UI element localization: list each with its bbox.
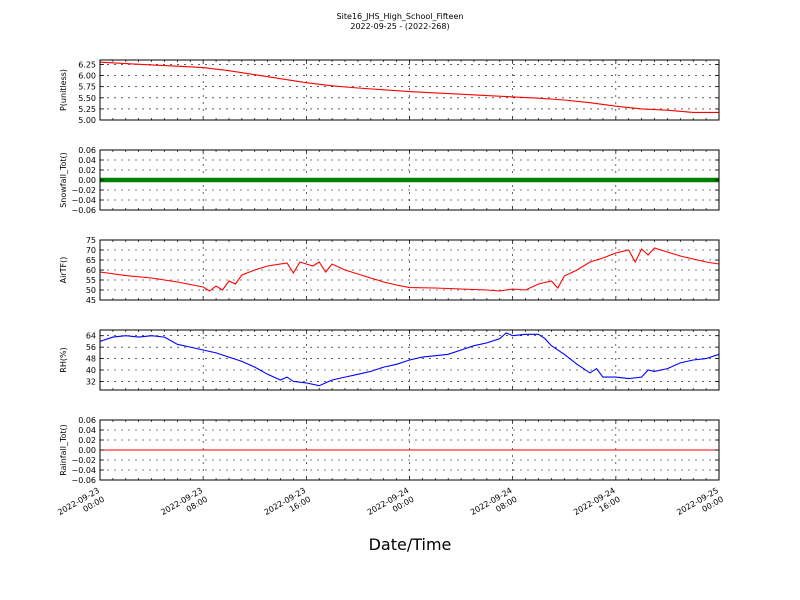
panel-3: 64 56 48 40 32 RH(%): [59, 329, 720, 391]
y-tick-label: 0.06: [78, 146, 96, 155]
x-tick-label: 2022-09-2408:00: [469, 486, 519, 526]
y-tick-label: −0.02: [71, 186, 96, 195]
y-tick-label: 5.50: [78, 94, 96, 103]
y-axis-label: Snowfall_Tot(): [59, 152, 68, 208]
y-tick-label: −0.06: [71, 476, 96, 485]
y-tick-label: 45: [86, 296, 96, 305]
y-tick-label: 5.00: [78, 116, 96, 125]
y-axis-label: P(unitless): [59, 69, 68, 111]
y-tick-label: 5.75: [78, 83, 96, 92]
y-tick-label: 64: [86, 332, 96, 341]
series-line-0: [99, 61, 719, 113]
y-tick-label: 75: [86, 236, 96, 245]
y-tick-label: −0.04: [71, 466, 96, 475]
y-tick-label: −0.02: [71, 456, 96, 465]
y-axis-label: RH(%): [59, 347, 68, 372]
y-tick-label: 56: [86, 343, 96, 352]
chart-title: Site16_JHS_High_School_Fifteen: [337, 12, 464, 21]
x-tick-label: 2022-09-2416:00: [572, 486, 622, 526]
y-tick-label: −0.06: [71, 206, 96, 215]
y-tick-label: 48: [86, 355, 96, 364]
y-tick-label: −0.04: [71, 196, 96, 205]
y-tick-label: 55: [86, 276, 96, 285]
y-tick-label: 65: [86, 256, 96, 265]
y-tick-label: 5.25: [78, 105, 96, 114]
y-tick-label: 0.04: [78, 156, 96, 165]
panel-1: 0.060.040.020.00−0.02−0.04−0.06Snowfall_…: [59, 146, 720, 215]
x-tick-label: 2022-09-2400:00: [366, 486, 416, 526]
panel-4: 0.060.040.020.00−0.02−0.04−0.06Rainfall_…: [59, 416, 720, 485]
grid-lines: [99, 60, 720, 121]
y-axis-label: Rainfall_Tot(): [59, 424, 68, 476]
x-tick-label: 2022-09-2300:00: [56, 486, 106, 526]
y-tick-label: 0.00: [78, 176, 96, 185]
y-tick-label: 60: [86, 266, 96, 275]
chart-subtitle: 2022-09-25 - (2022-268): [350, 22, 449, 31]
x-tick-labels: 2022-09-2300:00 2022-09-2308:00 2022-09-23…: [56, 486, 725, 526]
y-tick-label: 70: [86, 246, 96, 255]
y-tick-label: 0.02: [78, 166, 96, 175]
y-tick-label: 0.00: [78, 446, 96, 455]
x-tick-label: 2022-09-2500:00: [675, 486, 725, 526]
series-line-2: [99, 247, 720, 292]
y-tick-label: 32: [86, 377, 96, 386]
y-axis-label: AirTF(): [59, 257, 68, 284]
series-line-3: [99, 332, 720, 387]
y-tick-label: 50: [86, 286, 96, 295]
x-tick-label: 2022-09-2308:00: [159, 486, 209, 526]
y-tick-label: 0.06: [78, 416, 96, 425]
y-tick-label: 0.02: [78, 436, 96, 445]
y-tick-label: 6.00: [78, 72, 96, 81]
x-axis-label: Date/Time: [369, 535, 452, 554]
panel-0: 6.25 6.00 5.75 5.50 5.25 5.00 P(unitless): [59, 59, 720, 125]
y-tick-label: 40: [86, 366, 96, 375]
y-tick-label: 0.04: [78, 426, 96, 435]
x-tick-label: 2022-09-2316:00: [263, 486, 313, 526]
panels-group: 6.256.005.755.505.255.00P(unitless)0.060…: [59, 59, 720, 485]
grid-lines: [99, 239, 720, 301]
y-tick-label: 6.25: [78, 60, 96, 69]
